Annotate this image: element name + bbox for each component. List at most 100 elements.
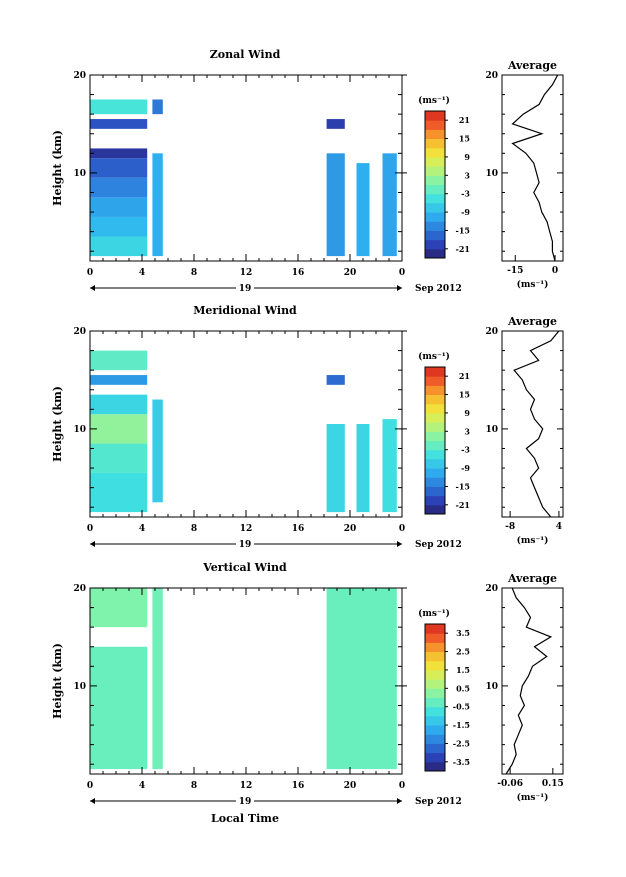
colorbar-tick-label: 3.5	[456, 628, 470, 638]
colorbar-segment	[425, 412, 445, 423]
heatmap-cell	[90, 236, 148, 257]
heatmap-cell	[90, 99, 148, 115]
x-tick-label: 8	[191, 781, 197, 791]
colorbar-segment	[425, 367, 445, 377]
y-tick-label: 10	[73, 425, 86, 435]
colorbar-segment	[425, 669, 445, 680]
bracket-arrow	[397, 285, 402, 291]
colorbar-segment	[425, 688, 445, 698]
heatmap-cell	[90, 216, 148, 237]
colorbar-segment	[425, 679, 445, 689]
heatmap-cell	[90, 472, 148, 513]
colorbar	[425, 111, 445, 259]
panel-2: Meridional Wind Height (km) 10 20 0 4 8 12 16 20 0…	[51, 304, 564, 550]
colorbar-unit: (ms⁻¹)	[418, 351, 450, 362]
colorbar-tick-label: 21	[459, 371, 470, 381]
date-label: Sep 2012	[415, 797, 462, 807]
colorbar-segment	[425, 697, 445, 708]
heatmap-cell	[326, 424, 345, 513]
heatmap-cell	[90, 350, 148, 371]
colorbar-tick-label: -3	[461, 189, 470, 199]
average-title: Average	[507, 572, 557, 585]
heatmap-cell	[90, 375, 148, 385]
x-tick-label: 20	[344, 781, 357, 791]
average-frame	[501, 587, 564, 775]
average-frame	[501, 74, 564, 262]
colorbar-segment	[425, 147, 445, 158]
x-tick-label: 4	[139, 781, 145, 791]
colorbar-segment	[425, 221, 445, 231]
colorbar-segment	[425, 458, 445, 469]
x-tick-label: 12	[240, 268, 253, 278]
colorbar-tick-label: -1.5	[453, 720, 470, 730]
colorbar-unit: (ms⁻¹)	[418, 608, 450, 619]
y-tick-label: 10	[73, 169, 86, 179]
heatmap-cell	[152, 588, 163, 770]
heatmap-cells	[90, 350, 397, 513]
colorbar-segment	[425, 642, 445, 653]
colorbar-tick-label: -21	[456, 244, 470, 254]
colorbar-tick-label: -2.5	[453, 738, 470, 748]
colorbar	[425, 624, 445, 772]
heatmap-cell	[90, 588, 148, 628]
x-tick-label: 12	[240, 524, 253, 534]
average-x-unit: (ms⁻¹)	[517, 535, 549, 546]
x-tick-label: 12	[240, 781, 253, 791]
heatmap-cell	[382, 419, 397, 513]
colorbar-segment	[425, 440, 445, 451]
y-tick-label: 20	[73, 584, 86, 594]
colorbar-segment	[425, 175, 445, 185]
x-tick-label: 20	[344, 524, 357, 534]
average-y-tick-label: 10	[485, 425, 498, 435]
colorbar-segment	[425, 761, 445, 772]
colorbar-segment	[425, 239, 445, 250]
bracket-arrow	[397, 541, 402, 547]
colorbar-segment	[425, 129, 445, 140]
colorbar-segment	[425, 633, 445, 643]
colorbar-tick-label: -9	[461, 207, 470, 217]
colorbar-tick-label: 1.5	[456, 665, 470, 675]
colorbar-segment	[425, 166, 445, 176]
day-label: 19	[239, 284, 252, 294]
heatmap-cell	[326, 153, 345, 257]
colorbar-segment	[425, 715, 445, 726]
colorbar-segment	[425, 193, 445, 204]
colorbar-segment	[425, 394, 445, 405]
colorbar-segment	[425, 651, 445, 662]
colorbar-segment	[425, 743, 445, 754]
colorbar-tick-label: 3	[464, 426, 470, 436]
colorbar-tick-label: 15	[459, 134, 470, 144]
colorbar-tick-label: -3.5	[453, 757, 470, 767]
x-tick-label: 0	[87, 781, 93, 791]
colorbar-segment	[425, 495, 445, 506]
colorbar-tick-label: -15	[456, 225, 470, 235]
colorbar-segment	[425, 449, 445, 460]
x-tick-label: 16	[292, 524, 305, 534]
heatmap-cell	[90, 158, 148, 178]
x-tick-label: 4	[139, 524, 145, 534]
colorbar-segment	[425, 431, 445, 441]
x-tick-label: 8	[191, 524, 197, 534]
colorbar-segment	[425, 376, 445, 386]
colorbar-tick-label: 2.5	[456, 647, 470, 657]
average-profile-line	[511, 74, 559, 262]
heatmap-cell	[326, 588, 397, 770]
panel-title: Meridional Wind	[193, 304, 297, 317]
bracket-arrow	[397, 798, 402, 804]
colorbar-segment	[425, 248, 445, 259]
day-label: 19	[239, 797, 252, 807]
colorbar-segment	[425, 504, 445, 515]
colorbar-segment	[425, 202, 445, 213]
y-tick-label: 20	[73, 327, 86, 337]
average-y-tick-label: 20	[485, 327, 498, 337]
average-title: Average	[507, 59, 557, 72]
heatmap-cell	[326, 375, 345, 385]
x-tick-label: 0	[399, 268, 405, 278]
heatmap-cell	[382, 153, 397, 257]
average-profile-line	[505, 587, 553, 775]
x-tick-label: 0	[399, 781, 405, 791]
x-tick-label: 0	[87, 268, 93, 278]
average-x-tick-label: -0.06	[497, 779, 523, 789]
panels: Zonal Wind Height (km) 10 20 0 4 8 12 16 20 0 19 Sep…	[51, 48, 564, 807]
